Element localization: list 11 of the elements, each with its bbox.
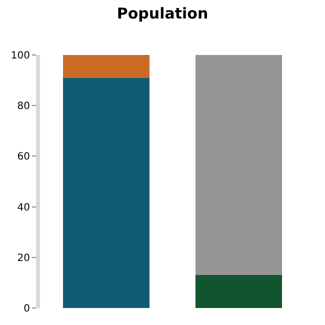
- y-tick-label: 100: [10, 50, 30, 62]
- bar: [63, 78, 150, 308]
- chart-title: Population: [116, 4, 208, 23]
- bar: [196, 275, 282, 308]
- y-tick-label: 80: [17, 101, 30, 112]
- y-tick-label: 0: [24, 304, 30, 314]
- bar: [63, 55, 150, 78]
- bar: [196, 55, 282, 276]
- y-tick-label: 40: [17, 202, 30, 214]
- y-tick-label: 20: [17, 252, 30, 264]
- y-tick-label: 60: [17, 152, 30, 163]
